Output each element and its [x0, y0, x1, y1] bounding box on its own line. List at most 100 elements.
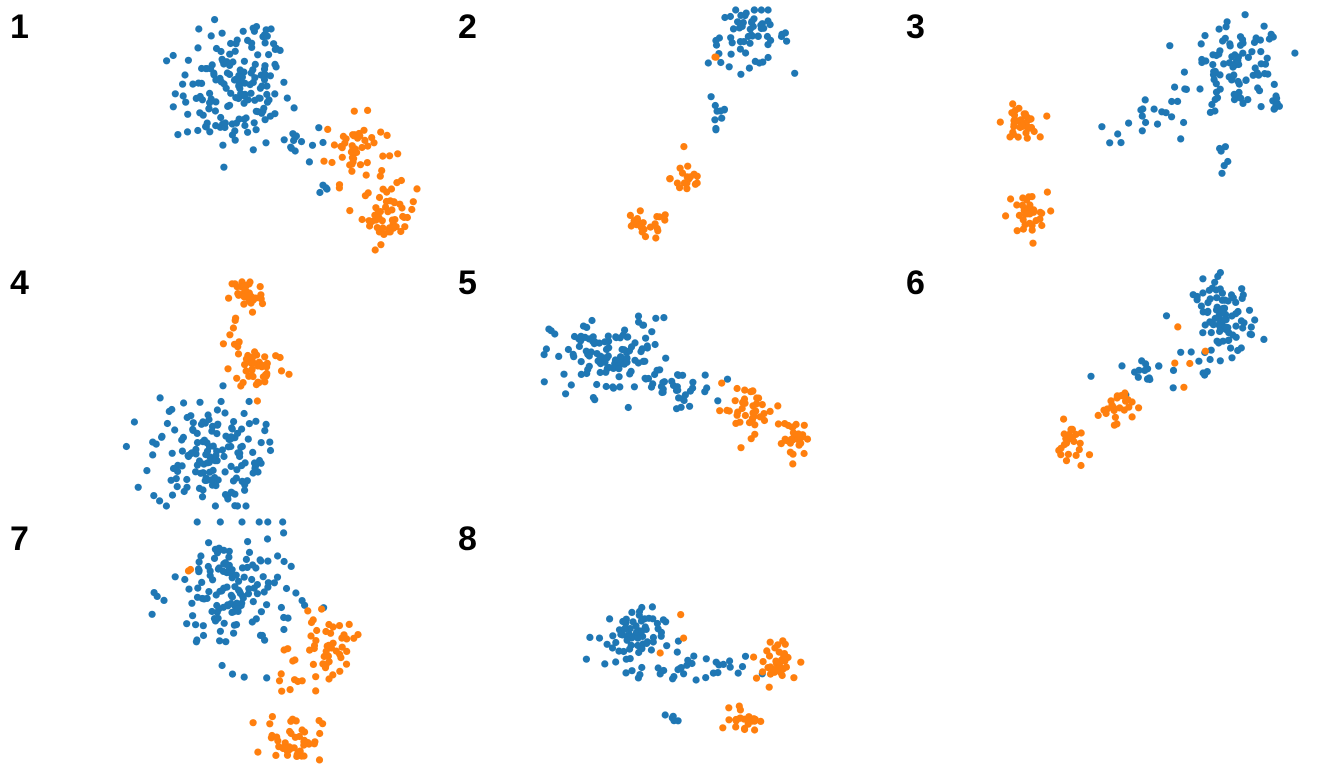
scatter-point-blue	[158, 432, 166, 440]
scatter-point-orange	[789, 423, 797, 431]
scatter-point-orange	[312, 673, 320, 681]
scatter-point-blue	[712, 41, 721, 49]
scatter-point-blue	[1138, 127, 1146, 135]
scatter-point-orange	[680, 179, 688, 187]
scatter-point-blue	[261, 427, 269, 435]
scatter-point-orange	[384, 208, 392, 216]
scatter-point-orange	[1015, 104, 1023, 112]
scatter-point-orange	[363, 159, 371, 167]
scatter-point-blue	[1135, 366, 1143, 374]
scatter-point-orange	[377, 128, 385, 136]
scatter-point-orange	[1111, 413, 1119, 421]
scatter-point-orange	[397, 176, 405, 185]
scatter-point-blue	[148, 610, 156, 618]
scatter-point-orange	[1032, 217, 1040, 225]
scatter-point-orange	[711, 53, 719, 61]
scatter-point-blue	[612, 334, 620, 342]
scatter-point-orange	[224, 365, 232, 373]
scatter-point-blue	[748, 18, 756, 26]
scatter-point-blue	[1228, 76, 1236, 84]
scatter-point-orange	[741, 411, 749, 420]
scatter-point-blue	[601, 338, 609, 346]
scatter-point-blue	[189, 612, 197, 620]
scatter-point-blue	[742, 49, 750, 57]
scatter-point-orange	[277, 670, 285, 678]
scatter-point-blue	[1257, 48, 1265, 56]
scatter-point-orange	[1171, 359, 1179, 367]
scatter-point-blue	[657, 628, 665, 636]
scatter-point-blue	[649, 615, 657, 623]
scatter-point-blue	[216, 637, 224, 645]
scatter-point-blue	[206, 99, 214, 107]
scatter-point-blue	[623, 636, 631, 644]
scatter-point-blue	[248, 39, 256, 47]
scatter-point-blue	[266, 72, 274, 80]
scatter-point-blue	[1211, 67, 1219, 76]
scatter-point-blue	[663, 642, 671, 650]
scatter-point-blue	[220, 619, 228, 627]
scatter-point-blue	[657, 382, 665, 391]
scatter-point-blue	[1141, 366, 1149, 374]
scatter-point-blue	[567, 381, 575, 389]
scatter-point-blue	[719, 660, 727, 668]
scatter-point-orange	[1022, 129, 1030, 137]
scatter-point-orange	[409, 198, 417, 206]
scatter-point-blue	[717, 58, 725, 67]
scatter-point-blue	[661, 711, 669, 719]
scatter-point-orange	[335, 184, 343, 192]
scatter-point-orange	[676, 164, 684, 172]
scatter-point-orange	[301, 728, 309, 736]
scatter-point-blue	[232, 94, 240, 102]
scatter-point-blue	[316, 188, 324, 197]
scatter-point-orange	[345, 620, 353, 628]
scatter-point-blue	[1224, 157, 1232, 166]
scatter-point-orange	[1174, 323, 1182, 331]
scatter-plot	[1055, 269, 1268, 470]
scatter-point-blue	[1255, 71, 1263, 79]
scatter-point-blue	[231, 502, 239, 510]
scatter-point-orange	[372, 204, 380, 212]
scatter-point-orange	[379, 224, 387, 232]
scatter-point-orange	[375, 213, 383, 222]
scatter-point-orange	[1029, 239, 1037, 247]
scatter-point-blue	[621, 326, 629, 334]
scatter-point-blue	[225, 547, 233, 555]
scatter-point-blue	[245, 548, 254, 556]
scatter-point-blue	[169, 51, 177, 60]
scatter-point-blue	[230, 418, 238, 426]
scatter-point-orange	[661, 216, 669, 224]
scatter-point-blue	[764, 6, 772, 14]
scatter-point-orange	[332, 647, 340, 655]
scatter-point-blue	[1272, 92, 1280, 100]
scatter-point-orange	[266, 720, 274, 728]
scatter-point-blue	[184, 56, 192, 64]
scatter-point-blue	[624, 403, 632, 412]
scatter-point-blue	[1228, 354, 1236, 362]
scatter-point-blue	[1203, 368, 1211, 376]
scatter-point-blue	[783, 37, 791, 45]
scatter-point-orange	[1043, 112, 1051, 120]
panel-number-label: 5	[458, 264, 477, 302]
scatter-point-blue	[588, 316, 596, 325]
scatter-point-orange	[310, 641, 319, 650]
scatter-panel-6: 6	[896, 256, 1344, 512]
scatter-point-orange	[1060, 415, 1068, 423]
scatter-point-orange	[246, 278, 254, 286]
scatter-point-orange	[716, 407, 724, 415]
scatter-point-blue	[1260, 22, 1268, 30]
scatter-point-blue	[150, 589, 158, 597]
scatter-point-blue	[1211, 107, 1219, 115]
scatter-point-orange	[638, 228, 646, 236]
scatter-point-orange	[684, 162, 692, 170]
scatter-point-orange	[378, 167, 386, 175]
scatter-point-orange	[325, 658, 333, 666]
scatter-point-blue	[1206, 355, 1214, 364]
scatter-point-blue	[707, 93, 715, 101]
scatter-point-blue	[1215, 25, 1223, 33]
scatter-point-blue	[1226, 42, 1234, 50]
scatter-point-blue	[181, 575, 189, 584]
scatter-point-orange	[338, 144, 346, 152]
scatter-plot	[148, 518, 362, 764]
scatter-point-blue	[734, 669, 742, 677]
scatter-point-blue	[1216, 357, 1224, 365]
